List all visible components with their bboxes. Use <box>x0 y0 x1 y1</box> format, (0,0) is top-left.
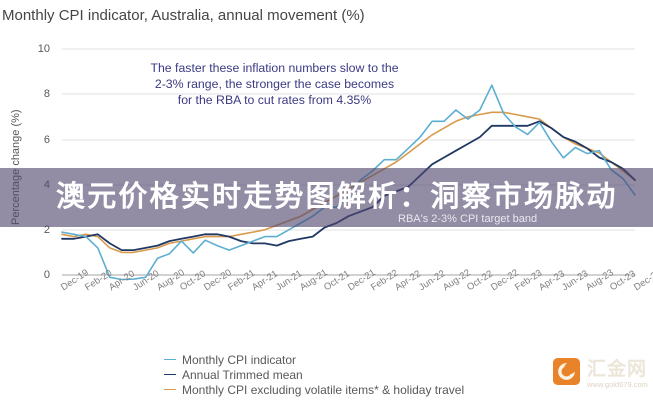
svg-text:6: 6 <box>44 134 50 146</box>
svg-text:0: 0 <box>44 269 50 281</box>
svg-text:10: 10 <box>38 43 50 55</box>
svg-text:8: 8 <box>44 88 50 100</box>
